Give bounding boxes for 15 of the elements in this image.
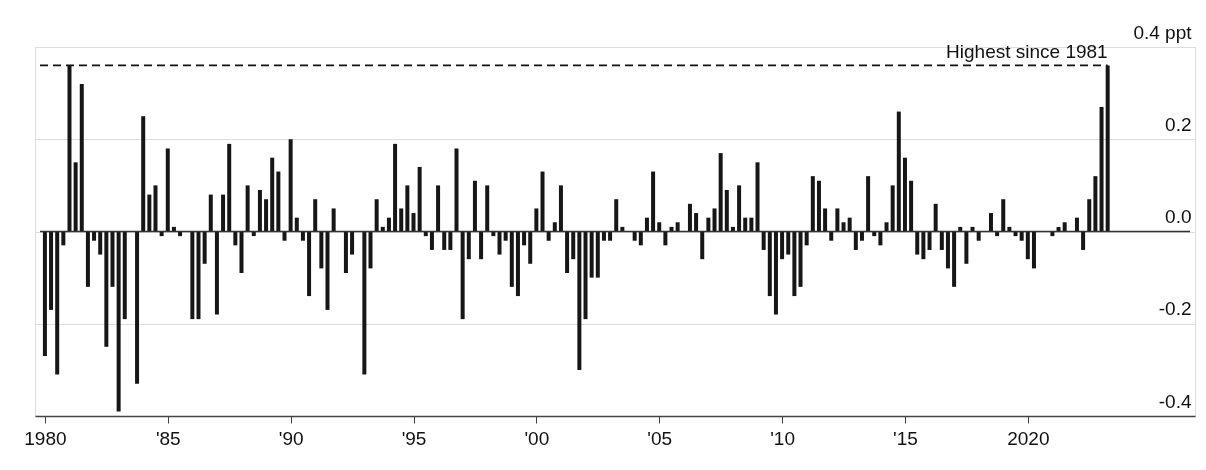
- x-tick-label: '95: [401, 427, 427, 449]
- y-tick-label: 0.2: [1165, 113, 1192, 135]
- y-tick-label: 0.4 ppt: [1133, 21, 1193, 43]
- y-tick-label: -0.4: [1158, 390, 1192, 412]
- ref-line-label: Highest since 1981: [946, 41, 1108, 63]
- x-tick-label: 1980: [24, 427, 67, 449]
- y-tick-label: -0.2: [1158, 298, 1192, 320]
- x-tick-label: '10: [770, 427, 795, 449]
- x-tick-label: '15: [893, 427, 918, 449]
- x-tick-label: '00: [524, 427, 550, 449]
- x-tick-label: '85: [155, 427, 181, 449]
- x-tick-label: '90: [278, 427, 304, 449]
- y-tick-label: 0.0: [1165, 206, 1192, 227]
- x-tick-label: '05: [647, 427, 673, 449]
- x-tick-label: 2020: [1007, 427, 1050, 449]
